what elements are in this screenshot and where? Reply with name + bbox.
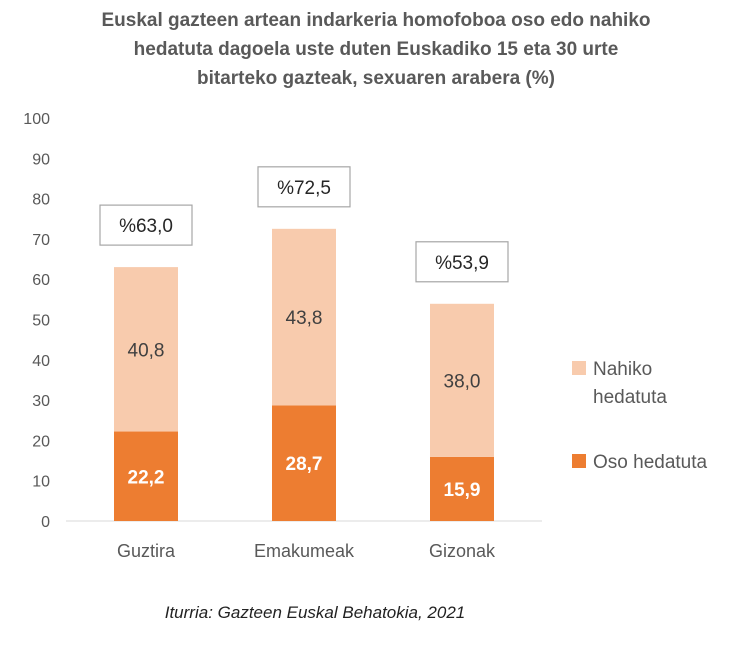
legend-label-nahiko: Nahiko hedatuta (593, 359, 667, 408)
total-label: %63,0 (119, 216, 173, 237)
y-tick-label: 90 (32, 151, 50, 168)
y-tick-label: 30 (32, 393, 50, 410)
y-tick-label: 60 (32, 272, 50, 289)
data-label: 22,2 (128, 467, 165, 488)
bar-segment (114, 431, 178, 521)
y-tick-label: 100 (23, 111, 50, 128)
y-tick-label: 70 (32, 232, 50, 249)
chart-title-line: Euskal gazteen artean indarkeria homofob… (101, 10, 651, 31)
total-label: %53,9 (435, 253, 489, 274)
legend-label-oso: Oso hedatuta (593, 452, 708, 473)
total-label: %72,5 (277, 178, 331, 199)
y-tick-label: 40 (32, 353, 50, 370)
total-callout-box (257, 166, 351, 208)
data-label: 38,0 (444, 371, 481, 392)
x-tick-label: Emakumeak (254, 541, 355, 561)
x-tick-label: Gizonak (429, 541, 496, 561)
source-note: Iturria: Gazteen Euskal Behatokia, 2021 (164, 603, 466, 622)
bar-segment (272, 405, 336, 521)
chart-title-line: hedatuta dagoela uste duten Euskadiko 15… (133, 39, 619, 60)
x-tick-label: Guztira (117, 541, 176, 561)
y-tick-label: 50 (32, 313, 50, 330)
y-tick-label: 20 (32, 433, 50, 450)
bar-segment (430, 303, 494, 457)
y-tick-label: 80 (32, 192, 50, 209)
total-callout-box (99, 204, 193, 246)
y-tick-label: 10 (32, 474, 50, 491)
data-label: 28,7 (286, 454, 323, 475)
y-tick-label: 0 (41, 514, 50, 531)
legend-swatch-nahiko (572, 361, 586, 375)
bar-segment (114, 267, 178, 432)
chart-title-line: bitarteko gazteak, sexuaren arabera (%) (197, 68, 555, 89)
total-callout-box (415, 241, 509, 283)
chart-title: Euskal gazteen artean indarkeria homofob… (0, 6, 752, 93)
bar-segment (272, 228, 336, 406)
data-label: 43,8 (286, 308, 323, 329)
bar-segment (430, 456, 494, 521)
legend-swatch-oso (572, 454, 586, 468)
stacked-bar-chart: 0 10 20 30 40 50 60 70 80 90 100 22,2 40,8 %63,0 Guzti… (23, 111, 708, 561)
data-label: 40,8 (128, 340, 165, 361)
data-label: 15,9 (444, 480, 481, 501)
legend-label-line: hedatuta (593, 387, 667, 408)
legend-label-line: Nahiko (593, 359, 652, 380)
